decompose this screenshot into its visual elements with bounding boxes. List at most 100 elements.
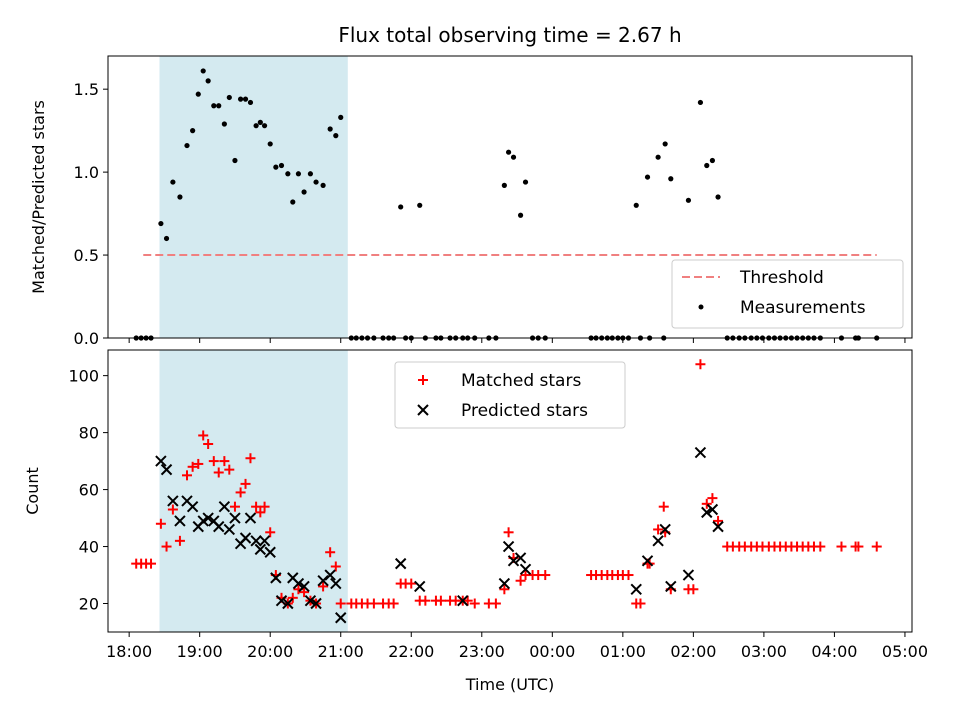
matched-star-point <box>435 595 446 606</box>
measurement-point <box>242 96 249 102</box>
legend-x-marker <box>417 404 429 416</box>
matched-star-point <box>161 541 172 552</box>
legend-matched-swatch <box>418 375 428 385</box>
predicted-star-point <box>258 535 271 547</box>
matched-star-point <box>287 592 298 603</box>
x-tick-label: 18:00 <box>106 642 152 661</box>
matched-star-point <box>193 458 204 469</box>
top-legend-box <box>671 259 904 329</box>
predicted-star-point <box>324 569 336 581</box>
predicted-star-point <box>330 577 342 590</box>
measurement-point <box>285 171 291 177</box>
matched-star-point <box>462 595 473 606</box>
measurement-point <box>253 123 259 129</box>
y-tick-label: 1.0 <box>74 163 99 182</box>
measurement-point <box>398 204 404 210</box>
measurement-point <box>190 128 196 134</box>
matched-star-point <box>245 453 256 464</box>
measurement-point <box>226 94 232 101</box>
x-tick-label: 22:00 <box>388 642 434 661</box>
measurement-point <box>644 174 651 180</box>
measurement-point <box>307 171 314 177</box>
measurement-point <box>163 235 170 242</box>
matched-star-point <box>330 561 341 572</box>
predicted-star-point <box>275 594 288 607</box>
measurement-point <box>195 91 201 97</box>
measurement-point <box>257 119 263 125</box>
bottom-ticks: 20 40 60 80 100 18:00 19:00 20:00 21:00 22:00 23:0… <box>68 367 928 661</box>
measurement-point <box>327 126 333 132</box>
x-tick-label: 02:00 <box>670 642 716 661</box>
measurement-point <box>290 199 296 205</box>
matched-star-point <box>871 541 882 552</box>
matched-star-point <box>235 487 246 498</box>
matched-star-point <box>406 578 417 589</box>
matched-star-point <box>499 584 510 595</box>
top-shaded-region <box>159 56 348 338</box>
predicted-star-point <box>706 503 719 516</box>
predicted-star-point <box>514 552 527 564</box>
predicted-star-point <box>641 555 654 567</box>
measurement-point <box>211 103 217 109</box>
matched-star-point <box>167 504 178 515</box>
predicted-star-point <box>701 506 713 519</box>
predicted-star-point <box>298 580 310 593</box>
matched-star-point <box>255 507 266 518</box>
y-tick-label: 80 <box>79 424 99 443</box>
measurement-point <box>158 220 164 227</box>
x-tick-label: 05:00 <box>882 642 928 661</box>
predicted-star-point <box>682 569 695 581</box>
measurement-point <box>267 141 273 147</box>
predicted-star-point <box>174 515 186 527</box>
matched-star-point <box>155 518 166 529</box>
measurement-point <box>216 103 222 109</box>
predicted-star-point <box>264 546 276 558</box>
measurement-point <box>668 176 674 182</box>
measurement-point <box>320 182 326 188</box>
measurement-point <box>278 162 285 169</box>
top-y-axis-label: Matched/Predicted stars <box>29 100 48 294</box>
matched-star-point <box>688 584 699 595</box>
measurement-point <box>417 202 423 208</box>
predicted-star-point <box>652 535 664 547</box>
legend-threshold-label: Threshold <box>739 268 824 288</box>
measurement-point <box>333 133 339 139</box>
x-tick-label: 19:00 <box>177 642 223 661</box>
legend-measurements-label: Measurements <box>740 298 866 318</box>
measurement-point <box>685 197 692 203</box>
predicted-star-point <box>630 583 642 595</box>
matched-star-point <box>368 598 379 609</box>
top-ticks: 0.0 0.5 1.0 1.5 <box>74 80 906 348</box>
matched-star-point <box>213 467 224 478</box>
measurement-point <box>715 194 721 200</box>
matched-star-point <box>713 515 724 526</box>
matched-star-point <box>853 541 864 552</box>
predicted-star-point <box>292 577 305 590</box>
matched-star-point <box>836 541 847 552</box>
y-tick-label: 1.5 <box>74 80 99 99</box>
predicted-star-point <box>250 535 262 547</box>
measurement-point <box>655 154 661 160</box>
matched-star-point <box>420 595 431 606</box>
matched-star-point <box>623 570 634 581</box>
predicted-star-point <box>160 463 173 476</box>
predicted-star-point <box>282 597 294 610</box>
legend-predicted-label: Predicted stars <box>461 401 588 421</box>
matched-star-point <box>198 430 209 441</box>
predicted-star-point <box>304 594 317 607</box>
matched-star-point <box>490 598 501 609</box>
count-points <box>131 359 882 624</box>
measurement-point <box>200 68 206 74</box>
measurement-point <box>295 171 302 177</box>
matched-star-point <box>695 359 706 370</box>
bottom-axes-frame <box>107 349 913 633</box>
matched-star-point <box>515 575 526 586</box>
matched-star-point <box>631 598 642 609</box>
measurement-point <box>221 121 227 127</box>
measurement-point <box>522 179 529 185</box>
bottom-y-axis-label: Count <box>23 467 42 515</box>
measurement-point <box>261 123 268 129</box>
matched-star-point <box>469 598 480 609</box>
measurement-point <box>177 194 183 200</box>
